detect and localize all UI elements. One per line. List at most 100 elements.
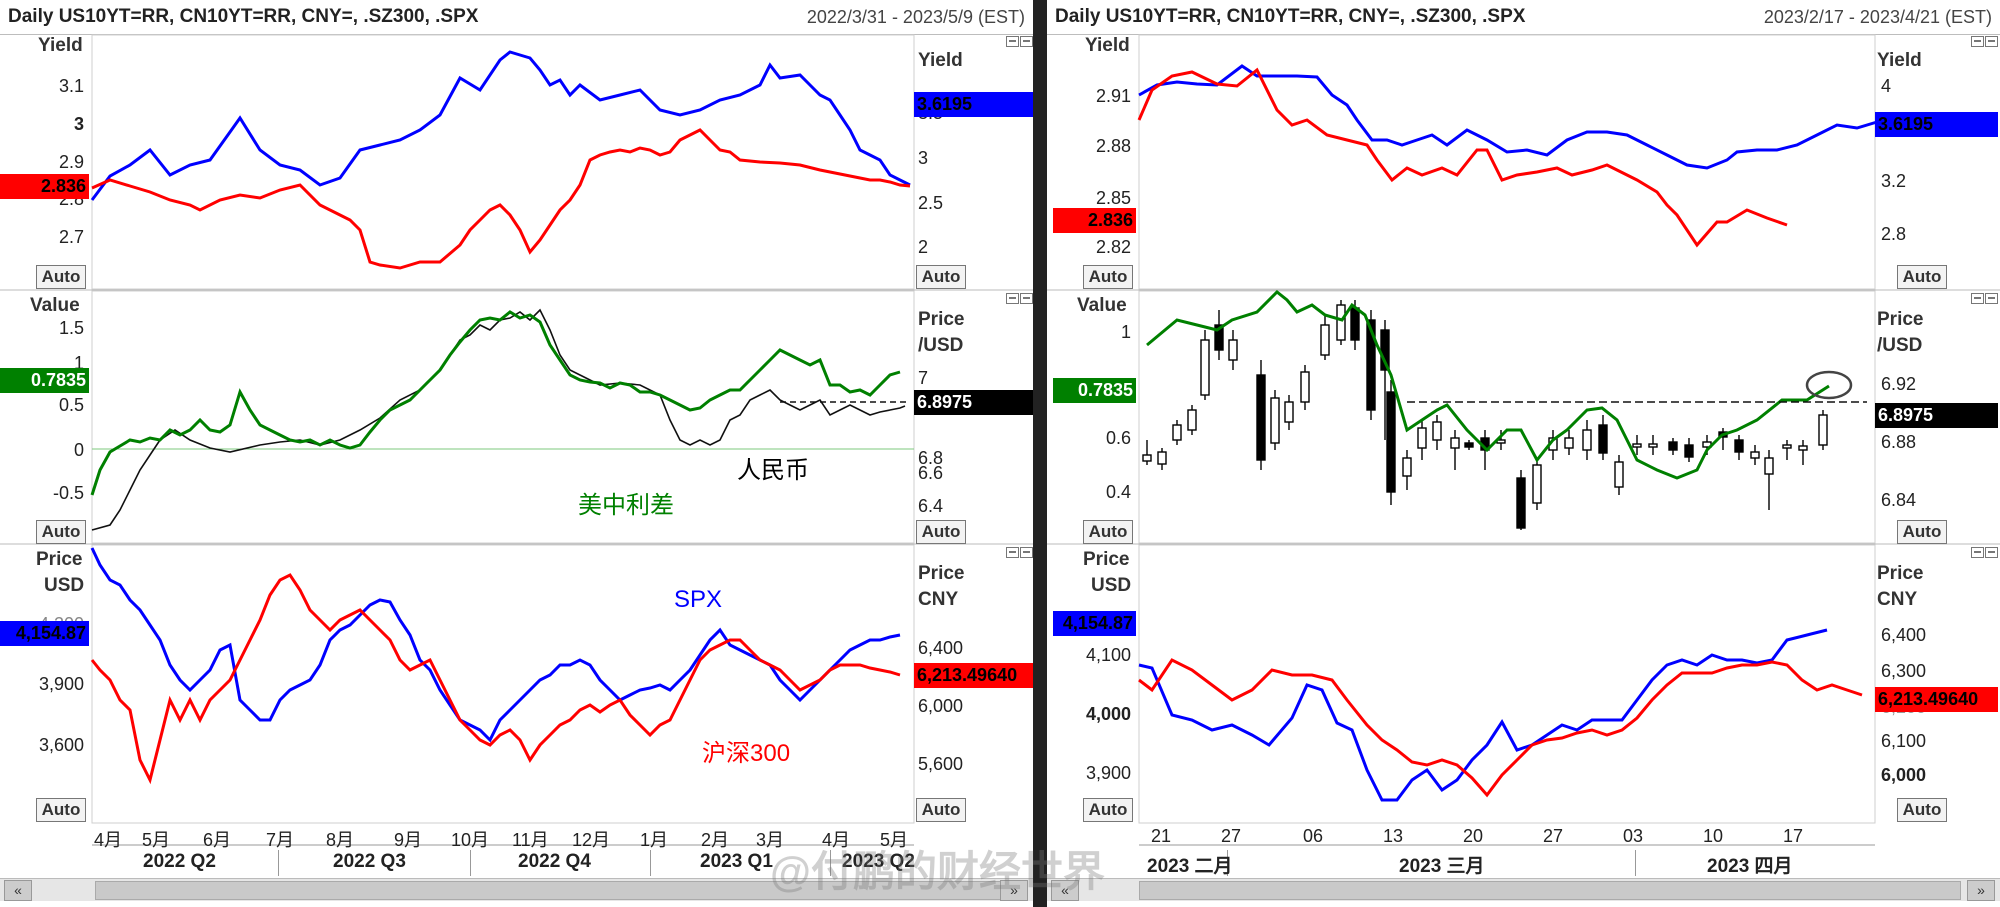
right-chart-panel: Daily US10YT=RR, CN10YT=RR, CNY=, .SZ300… (1047, 0, 2000, 907)
date-tick: 5月 (142, 830, 171, 850)
quarter-separator (470, 850, 471, 876)
pane2-minimize-icon[interactable] (1971, 293, 1984, 304)
pane1-left-tick: 2.82 (1095, 237, 1131, 257)
spx-line-left (90, 547, 901, 743)
pane3-left-tick: 3,900 (38, 674, 84, 694)
pane3-left-axis-label: Price (36, 549, 83, 570)
pane2-right-axis-unit: /USD (1877, 335, 1923, 356)
quarter-label: 2022 Q3 (333, 851, 406, 872)
scroll-right-button[interactable]: » (1967, 880, 1995, 901)
pane1-close-icon[interactable] (1985, 36, 1998, 47)
pane2-right-auto-button[interactable]: Auto (916, 520, 966, 544)
pane2-left-tick: 1.5 (58, 318, 84, 338)
date-tick: 4月 (94, 830, 123, 850)
date-tick: 10 (1703, 826, 1724, 846)
pane1-right-auto-button[interactable]: Auto (916, 265, 966, 289)
pane2-left-tick: 1 (1120, 322, 1131, 342)
cn10y-line-right (1137, 67, 1788, 248)
date-tick: 1月 (640, 830, 669, 850)
pane3-right-auto-button[interactable]: Auto (1897, 798, 1947, 822)
scroll-left-button[interactable]: « (4, 880, 32, 901)
date-tick: 27 (1543, 826, 1564, 846)
pane3-left-tick: 3,600 (38, 735, 84, 755)
scroll-left-button[interactable]: « (1051, 880, 1079, 901)
date-tick: 11月 (512, 830, 549, 850)
right-plot-canvas (1047, 34, 2000, 846)
pane1-minimize-icon[interactable] (1971, 36, 1984, 47)
pane2-right-tick: 6.88 (1881, 432, 1917, 452)
date-tick: 21 (1151, 826, 1172, 846)
pane2-left-tick: 0.4 (1105, 482, 1131, 502)
pane2-minimize-icon[interactable] (1006, 293, 1019, 304)
pane2-right-axis-label: Price (918, 309, 965, 330)
pane1-right-auto-button[interactable]: Auto (1897, 265, 1947, 289)
pane2-close-icon[interactable] (1985, 293, 1998, 304)
pane2-right-auto-button[interactable]: Auto (1897, 520, 1947, 544)
pane3-right-tick: 6,000 (1881, 765, 1927, 785)
pane2-left-tick: -0.5 (52, 483, 84, 503)
pane2-left-auto-button[interactable]: Auto (1083, 520, 1133, 544)
date-tick: 13 (1383, 826, 1404, 846)
pane2-close-icon[interactable] (1020, 293, 1033, 304)
us10y-value-chip: 3.6195 (1875, 112, 1998, 137)
cny-value-chip: 6.8975 (1875, 403, 1998, 428)
date-tick: 27 (1221, 826, 1242, 846)
pane2-left-tick: 1 (73, 353, 84, 373)
pane3-left-auto-button[interactable]: Auto (36, 798, 86, 822)
right-horizontal-scrollbar[interactable]: « » (1047, 878, 2000, 901)
quarter-separator (650, 850, 651, 876)
watermark: @付鹏的财经世界 (770, 848, 1105, 895)
pane3-left-tick: 4,000 (1085, 704, 1131, 724)
pane2-left-auto-button[interactable]: Auto (36, 520, 86, 544)
us10y-line-left (90, 50, 911, 201)
pane3-minimize-icon[interactable] (1971, 547, 1984, 558)
date-tick: 10月 (451, 830, 490, 850)
date-tick: 7月 (266, 830, 295, 850)
cny-line-left (91, 308, 906, 531)
pane3-left-axis-label: Price (1083, 549, 1130, 570)
spx-value-chip: 4,154.87 (0, 621, 89, 646)
pane3-minimize-icon[interactable] (1006, 547, 1019, 558)
pane1-left-auto-button[interactable]: Auto (1083, 265, 1133, 289)
date-tick: 06 (1303, 826, 1324, 846)
pane2-right-axis-unit: /USD (918, 335, 964, 356)
panel-divider (1033, 0, 1047, 907)
date-tick: 4月 (822, 830, 851, 850)
date-tick: 3月 (756, 830, 785, 850)
right-date-range: 2023/2/17 - 2023/4/21 (EST) (1763, 7, 1992, 27)
hs300-value-chip: 6,213.49640 (1875, 687, 1998, 712)
pane3-close-icon[interactable] (1985, 547, 1998, 558)
scroll-thumb[interactable] (1139, 881, 1961, 900)
pane3-right-axis-unit: CNY (1877, 589, 1918, 610)
pane3-close-icon[interactable] (1020, 547, 1033, 558)
quarter-separator (278, 850, 279, 876)
pane3-right-auto-button[interactable]: Auto (916, 798, 966, 822)
hs300-line-left (90, 573, 901, 785)
pane1-minimize-icon[interactable] (1006, 36, 1019, 47)
cny-value-chip: 6.8975 (914, 390, 1033, 415)
pane3-right-tick: 6,400 (918, 638, 964, 658)
us10y-value-chip: 3.6195 (914, 92, 1033, 117)
highlight-circle (1805, 370, 1853, 400)
date-tick: 8月 (326, 830, 355, 850)
scroll-right-button[interactable]: » (1000, 880, 1028, 901)
left-horizontal-scrollbar[interactable]: « » (0, 878, 1033, 901)
cn10y-value-chip: 2.836 (1053, 208, 1136, 233)
spx-line-right (1138, 628, 1828, 802)
pane3-left-auto-button[interactable]: Auto (1083, 798, 1133, 822)
date-tick: 20 (1463, 826, 1484, 846)
spread-annotation: 美中利差 (578, 492, 674, 519)
date-tick: 2月 (701, 830, 730, 850)
month-separator (1227, 850, 1228, 876)
pane1-left-tick: 3 (73, 114, 84, 134)
right-chart-title: Daily US10YT=RR, CN10YT=RR, CNY=, .SZ300… (1055, 6, 1526, 27)
pane2-left-tick: 0.6 (1105, 428, 1131, 448)
pane1-left-auto-button[interactable]: Auto (36, 265, 86, 289)
month-label: 2023 三月 (1399, 856, 1485, 877)
date-tick: 5月 (880, 830, 909, 850)
pane1-close-icon[interactable] (1020, 36, 1033, 47)
pane2-right-tick: 6.4 (918, 496, 944, 516)
pane3-left-axis-unit: USD (1091, 575, 1132, 596)
pane3-right-axis-label: Price (1877, 563, 1924, 584)
pane3-left-tick: 3,900 (1085, 763, 1131, 783)
